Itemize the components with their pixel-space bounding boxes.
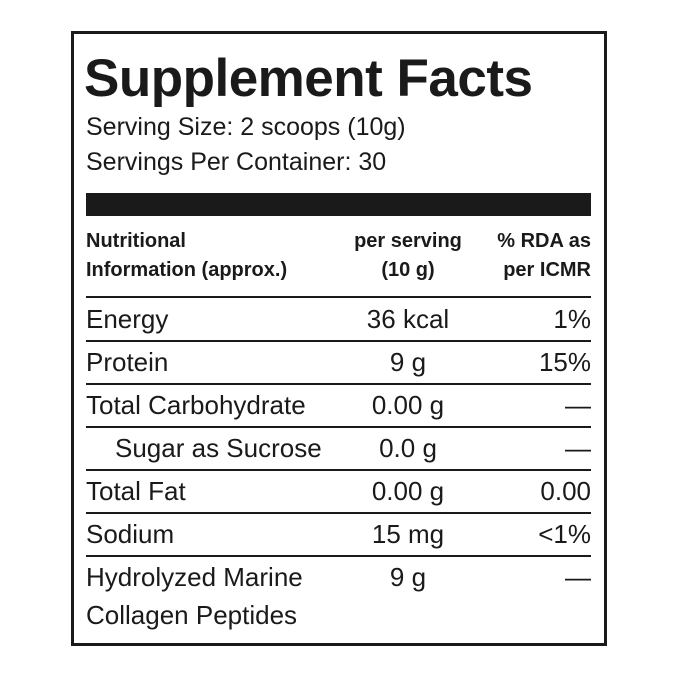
nutrient-name: Sugar as Sucrose	[115, 433, 322, 463]
rda: —	[565, 562, 591, 592]
per-serving: 0.0 g	[379, 433, 437, 463]
rda: 1%	[553, 304, 591, 334]
per-serving: 0.00 g	[371, 476, 445, 506]
servings-per-container: Servings Per Container: 30	[86, 148, 387, 176]
rule	[86, 512, 591, 514]
nutrient-name: Protein	[86, 347, 169, 377]
nutrient-name: Hydrolyzed Marine	[86, 562, 303, 592]
rule	[86, 469, 591, 471]
nutrient-name: Energy	[86, 304, 169, 334]
serving-size: Serving Size: 2 scoops (10g)	[86, 113, 406, 141]
label-frame	[71, 31, 607, 646]
rda: <1%	[538, 519, 591, 549]
per-serving: 36 kcal	[366, 304, 450, 334]
rule	[86, 555, 591, 557]
column-header: per ICMR	[503, 259, 591, 281]
nutrient-name: Total Fat	[86, 476, 186, 506]
title: Supplement Facts	[84, 49, 533, 108]
rda: —	[565, 390, 591, 420]
column-header: % RDA as	[497, 230, 591, 252]
per-serving: 9 g	[389, 347, 427, 377]
rule	[86, 296, 591, 298]
column-header: per serving	[354, 230, 462, 252]
rda: —	[565, 433, 591, 463]
per-serving: 0.00 g	[371, 390, 445, 420]
rule	[86, 383, 591, 385]
column-header: (10 g)	[381, 259, 435, 281]
column-header: Nutritional	[86, 230, 186, 252]
rule	[86, 426, 591, 428]
rda: 15%	[538, 347, 591, 377]
nutrient-name: Sodium	[86, 519, 175, 549]
nutrient-name: Collagen Peptides	[86, 600, 298, 630]
rule	[86, 340, 591, 342]
rda: 0.00	[540, 476, 591, 506]
column-header: Information (approx.)	[86, 259, 288, 281]
nutrient-name: Total Carbohydrate	[86, 390, 306, 420]
per-serving: 15 mg	[371, 519, 445, 549]
divider-bar	[86, 193, 591, 216]
per-serving: 9 g	[389, 562, 427, 592]
